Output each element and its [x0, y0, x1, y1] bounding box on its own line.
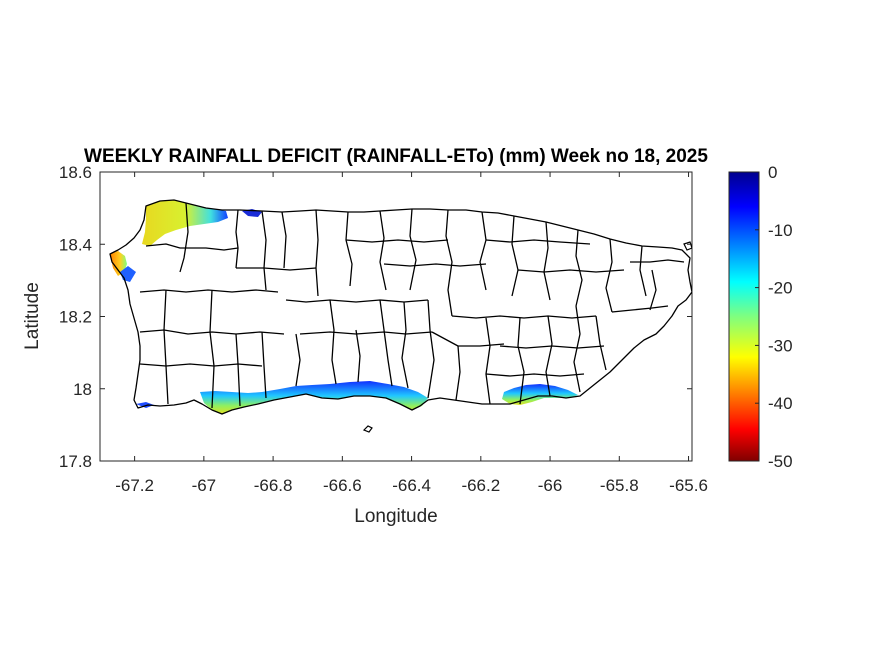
chart-title: WEEKLY RAINFALL DEFICIT (RAINFALL-ETo) (… [84, 146, 708, 167]
deficit-area-south [200, 381, 428, 414]
x-tick-label: -66.6 [323, 476, 362, 495]
y-axis-label: Latitude [22, 282, 43, 350]
x-tick-label: -65.6 [669, 476, 708, 495]
deficit-area-northwest [142, 200, 228, 246]
x-tick-label: -67.2 [115, 476, 154, 495]
y-tick-label: 18.6 [59, 163, 92, 182]
colorbar-tick-label: -20 [768, 279, 793, 298]
islet-east [683, 241, 692, 251]
x-tick-label: -65.8 [600, 476, 639, 495]
x-tick-label: -66 [538, 476, 563, 495]
colorbar-ticks: 0 -10 -20 -30 -40 -50 [755, 163, 793, 471]
colorbar-tick-label: -40 [768, 394, 793, 413]
y-tick-label: 18 [73, 380, 92, 399]
x-tick-label: -66.8 [254, 476, 293, 495]
map-layer [109, 199, 692, 433]
municipal-boundaries [139, 202, 685, 409]
islet-south [362, 425, 373, 433]
deficit-area-west [110, 251, 127, 276]
deficit-area-mona [136, 402, 154, 408]
colorbar-tick-label: 0 [768, 163, 777, 182]
colorbar-tick-label: -50 [768, 452, 793, 471]
island-outline [109, 199, 692, 415]
y-tick-label: 18.4 [59, 235, 92, 254]
colorbar [728, 171, 760, 462]
y-tick-label: 18.2 [59, 308, 92, 327]
colorbar-tick-label: -10 [768, 221, 793, 240]
colorbar-tick-label: -30 [768, 336, 793, 355]
x-tick-label: -66.4 [392, 476, 431, 495]
x-axis-ticks: -67.2 -67 -66.8 -66.6 -66.4 -66.2 -66 -65.8 -65.… [115, 172, 708, 495]
y-axis-ticks: 18.6 18.4 18.2 18 17.8 [59, 163, 692, 471]
y-tick-label: 17.8 [59, 452, 92, 471]
x-tick-label: -66.2 [461, 476, 500, 495]
x-axis-label: Longitude [354, 506, 437, 527]
x-tick-label: -67 [192, 476, 217, 495]
